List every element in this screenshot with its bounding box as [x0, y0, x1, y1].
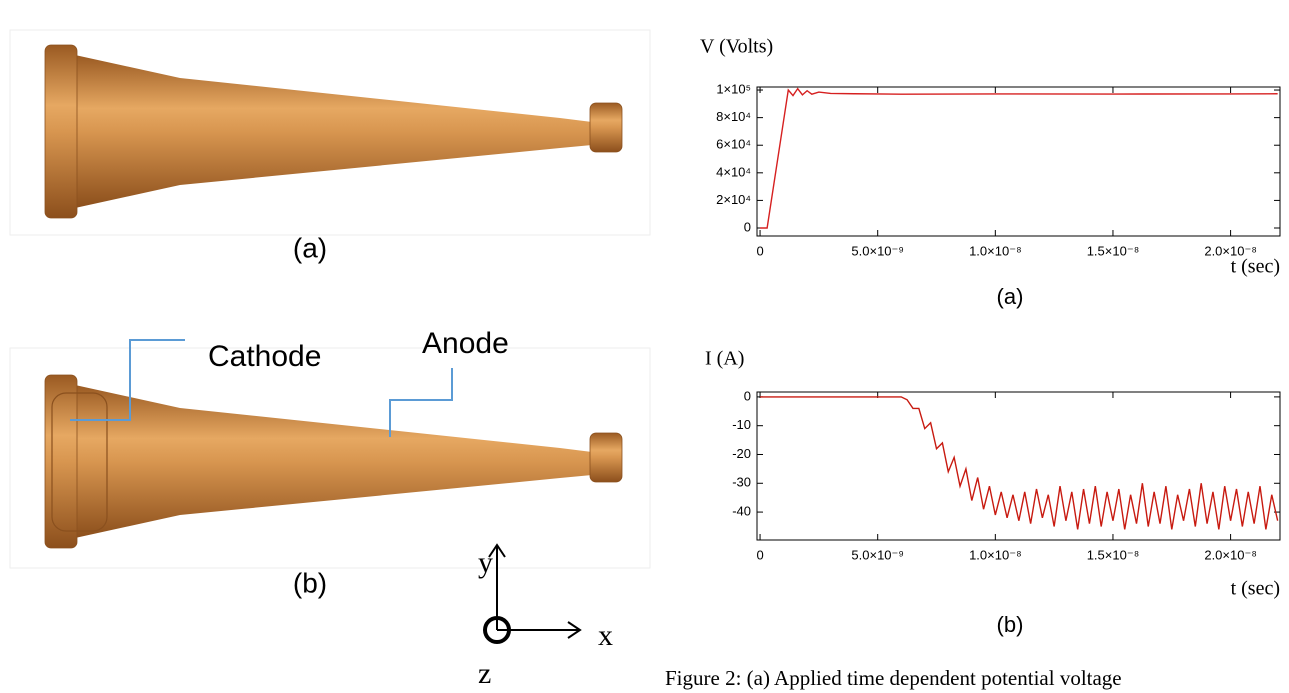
cathode-label: Cathode	[208, 340, 321, 373]
x-tick-label: 2.0×10⁻⁸	[1204, 547, 1256, 562]
y-tick-label: 0	[744, 388, 751, 403]
data-line	[760, 89, 1278, 228]
figure-caption: Figure 2: (a) Applied time dependent pot…	[665, 666, 1122, 690]
y-tick-label: 0	[744, 219, 751, 234]
horn-a	[10, 30, 650, 235]
x-axis-symbol: x	[598, 619, 613, 652]
y-tick-label: 4×10⁴	[716, 164, 751, 179]
figure: (a) Cathode Anode (b) y x z Figure 2: (a…	[0, 0, 1289, 693]
x-tick-label: 5.0×10⁻⁹	[851, 243, 904, 258]
y-tick-label: 6×10⁴	[716, 137, 751, 152]
data-line	[760, 397, 1278, 529]
chart-caption: (a)	[997, 284, 1024, 309]
coordinate-icon	[485, 545, 580, 642]
x-tick-label: 1.0×10⁻⁸	[969, 243, 1021, 258]
y-tick-label: -40	[732, 504, 751, 519]
y-tick-label: 8×10⁴	[716, 109, 751, 124]
y-tick-label: -20	[732, 446, 751, 461]
horn-b	[10, 348, 650, 568]
caption-b: (b)	[293, 567, 327, 598]
x-axis-label: t (sec)	[1231, 256, 1280, 278]
y-tick-label: -30	[732, 475, 751, 490]
x-tick-label: 0	[756, 243, 763, 258]
plot-frame	[757, 87, 1280, 236]
x-tick-label: 1.5×10⁻⁸	[1087, 243, 1139, 258]
y-tick-label: 1×10⁵	[716, 81, 751, 96]
y-axis-label: V (Volts)	[700, 36, 773, 58]
x-tick-label: 1.0×10⁻⁸	[969, 547, 1021, 562]
y-axis-label: I (A)	[705, 348, 744, 370]
anode-label: Anode	[422, 327, 509, 360]
y-tick-label: 2×10⁴	[716, 192, 751, 207]
anode-leader	[390, 368, 452, 437]
x-tick-label: 5.0×10⁻⁹	[851, 547, 904, 562]
y-axis-symbol: y	[478, 546, 493, 579]
x-axis-label: t (sec)	[1231, 578, 1280, 600]
z-axis-symbol: z	[478, 657, 491, 690]
x-tick-label: 0	[756, 547, 763, 562]
chart-caption: (b)	[997, 612, 1024, 637]
y-tick-label: -10	[732, 417, 751, 432]
caption-a: (a)	[293, 232, 327, 263]
x-tick-label: 1.5×10⁻⁸	[1087, 547, 1139, 562]
